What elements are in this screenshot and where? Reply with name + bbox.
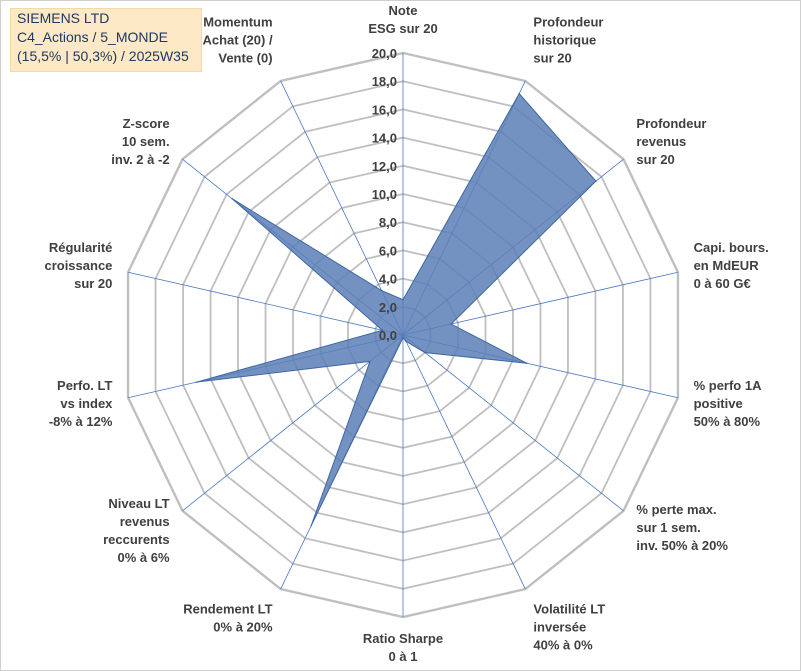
axis-label-line: Perfo. LT [57, 378, 112, 393]
axis-label-line: sur 20 [533, 50, 571, 65]
axis-label-line: 0% à 20% [213, 620, 273, 635]
axis-label-line: 0 à 60 G€ [694, 276, 751, 291]
axis-spoke [402, 334, 624, 512]
axis-label: Volatilité LT inversée 40% à 0% [533, 602, 605, 653]
axis-label-line: -8% à 12% [49, 414, 113, 429]
axis-label-line: reccurents [103, 532, 169, 547]
tick-label: 10,0 [372, 187, 397, 202]
axis-label-line: Rendement LT [183, 602, 272, 617]
title-box: SIEMENS LTD C4_Actions / 5_MONDE (15,5% … [10, 8, 202, 72]
axis-label: % perfo 1A positive 50% à 80% [694, 378, 763, 429]
axis-label-line: Profondeur [533, 14, 603, 29]
axis-label-line: croissance [44, 258, 112, 273]
axis-label-line: inv. 2 à -2 [111, 152, 169, 167]
axis-label: Momentum Achat (20) / Vente (0) [202, 14, 272, 65]
axis-label: Ratio Sharpe 0 à 1 [363, 631, 443, 664]
axis-label: Niveau LT revenus reccurents 0% à 6% [103, 496, 170, 565]
data-point [369, 360, 371, 363]
tick-label: 4,0 [379, 272, 397, 287]
data-point [424, 351, 426, 354]
data-point [402, 337, 404, 339]
axis-label-line: 0 à 1 [389, 649, 418, 664]
axis-label-line: 40% à 0% [533, 638, 593, 653]
axis-label-line: Niveau LT [108, 496, 169, 511]
axis-spoke [182, 334, 404, 512]
axis-label-line: inv. 50% à 20% [636, 538, 728, 553]
tick-label: 2,0 [379, 300, 397, 315]
axis-label-line: Capi. bours. [694, 240, 769, 255]
axis-label-line: 50% à 80% [694, 414, 761, 429]
axis-label-line: en MdEUR [694, 258, 760, 273]
axis-spoke [402, 334, 526, 590]
axis-label-line: positive [694, 396, 743, 411]
data-point [231, 197, 233, 200]
axis-label: % perte max. sur 1 sem. inv. 50% à 20% [636, 502, 728, 553]
tick-label: 0,0 [379, 328, 397, 343]
data-point [380, 289, 383, 292]
data-point [310, 524, 313, 527]
data-point [525, 362, 528, 365]
tick-label: 12,0 [372, 159, 397, 174]
tick-label: 8,0 [379, 215, 397, 230]
data-point [381, 329, 384, 332]
tick-label: 20,0 [372, 46, 397, 61]
axis-label-line: revenus [120, 514, 170, 529]
tick-label: 18,0 [372, 74, 397, 89]
axis-label-line: % perfo 1A [694, 378, 763, 393]
axis-label-line: % perte max. [636, 502, 716, 517]
axis-label-line: Ratio Sharpe [363, 631, 443, 646]
axis-spoke [127, 271, 404, 336]
axis-label: Perfo. LT vs index -8% à 12% [49, 378, 113, 429]
axis-label-line: revenus [636, 134, 686, 149]
tick-label: 6,0 [379, 243, 397, 258]
axis-label-line: Volatilité LT [533, 602, 605, 617]
axis-label: Capi. bours. en MdEUR 0 à 60 G€ [694, 240, 769, 291]
data-point [595, 180, 597, 182]
axis-label-line: inversée [533, 620, 586, 635]
axis-label: Rendement LT 0% à 20% [183, 602, 273, 635]
axis-label-line: Profondeur [636, 116, 706, 131]
axis-label: Profondeur historique sur 20 [533, 14, 603, 65]
data-point [450, 323, 452, 325]
axis-label-line: sur 1 sem. [636, 520, 700, 535]
period-line: (15,5% | 50,3%) / 2025W35 [17, 48, 189, 64]
data-point [518, 92, 521, 95]
axis-label: Régularité croissance sur 20 [44, 240, 112, 291]
company-name: SIEMENS LTD [17, 10, 110, 26]
axis-label-line: Z-score [123, 116, 170, 131]
axis-label: Note ESG sur 20 [368, 3, 437, 36]
axis-label-line: sur 20 [636, 152, 674, 167]
axis-label-line: Régularité [49, 240, 113, 255]
axis-label-line: 10 sem. [122, 134, 170, 149]
axis-label-layer: Note ESG sur 20 Profondeur historique sur 20… [44, 3, 768, 664]
axis-label-line: historique [533, 32, 596, 47]
axis-label-line: Vente (0) [218, 50, 272, 65]
axis-label: Profondeur revenus sur 20 [636, 116, 706, 167]
data-point [402, 298, 404, 301]
axis-label: Z-score 10 sem. inv. 2 à -2 [111, 116, 169, 167]
tick-label: 16,0 [372, 102, 397, 117]
axis-label-line: sur 20 [74, 276, 112, 291]
axis-label-line: 0% à 6% [118, 550, 170, 565]
series-layer [196, 92, 597, 527]
data-point [196, 381, 198, 383]
axis-label-line: ESG sur 20 [368, 21, 437, 36]
tick-label: 14,0 [372, 131, 397, 146]
axis-label-line: Momentum [203, 14, 272, 29]
axis-label-line: Achat (20) / [202, 32, 272, 47]
category-line: C4_Actions / 5_MONDE [17, 29, 168, 45]
axis-label-line: vs index [60, 396, 113, 411]
tick-layer: 0,0 2,0 4,0 6,0 8,0 10,0 12,0 14,0 16,0 18,0 20,0 [372, 46, 397, 343]
data-point [405, 340, 407, 343]
axis-label-line: Note [389, 3, 418, 18]
